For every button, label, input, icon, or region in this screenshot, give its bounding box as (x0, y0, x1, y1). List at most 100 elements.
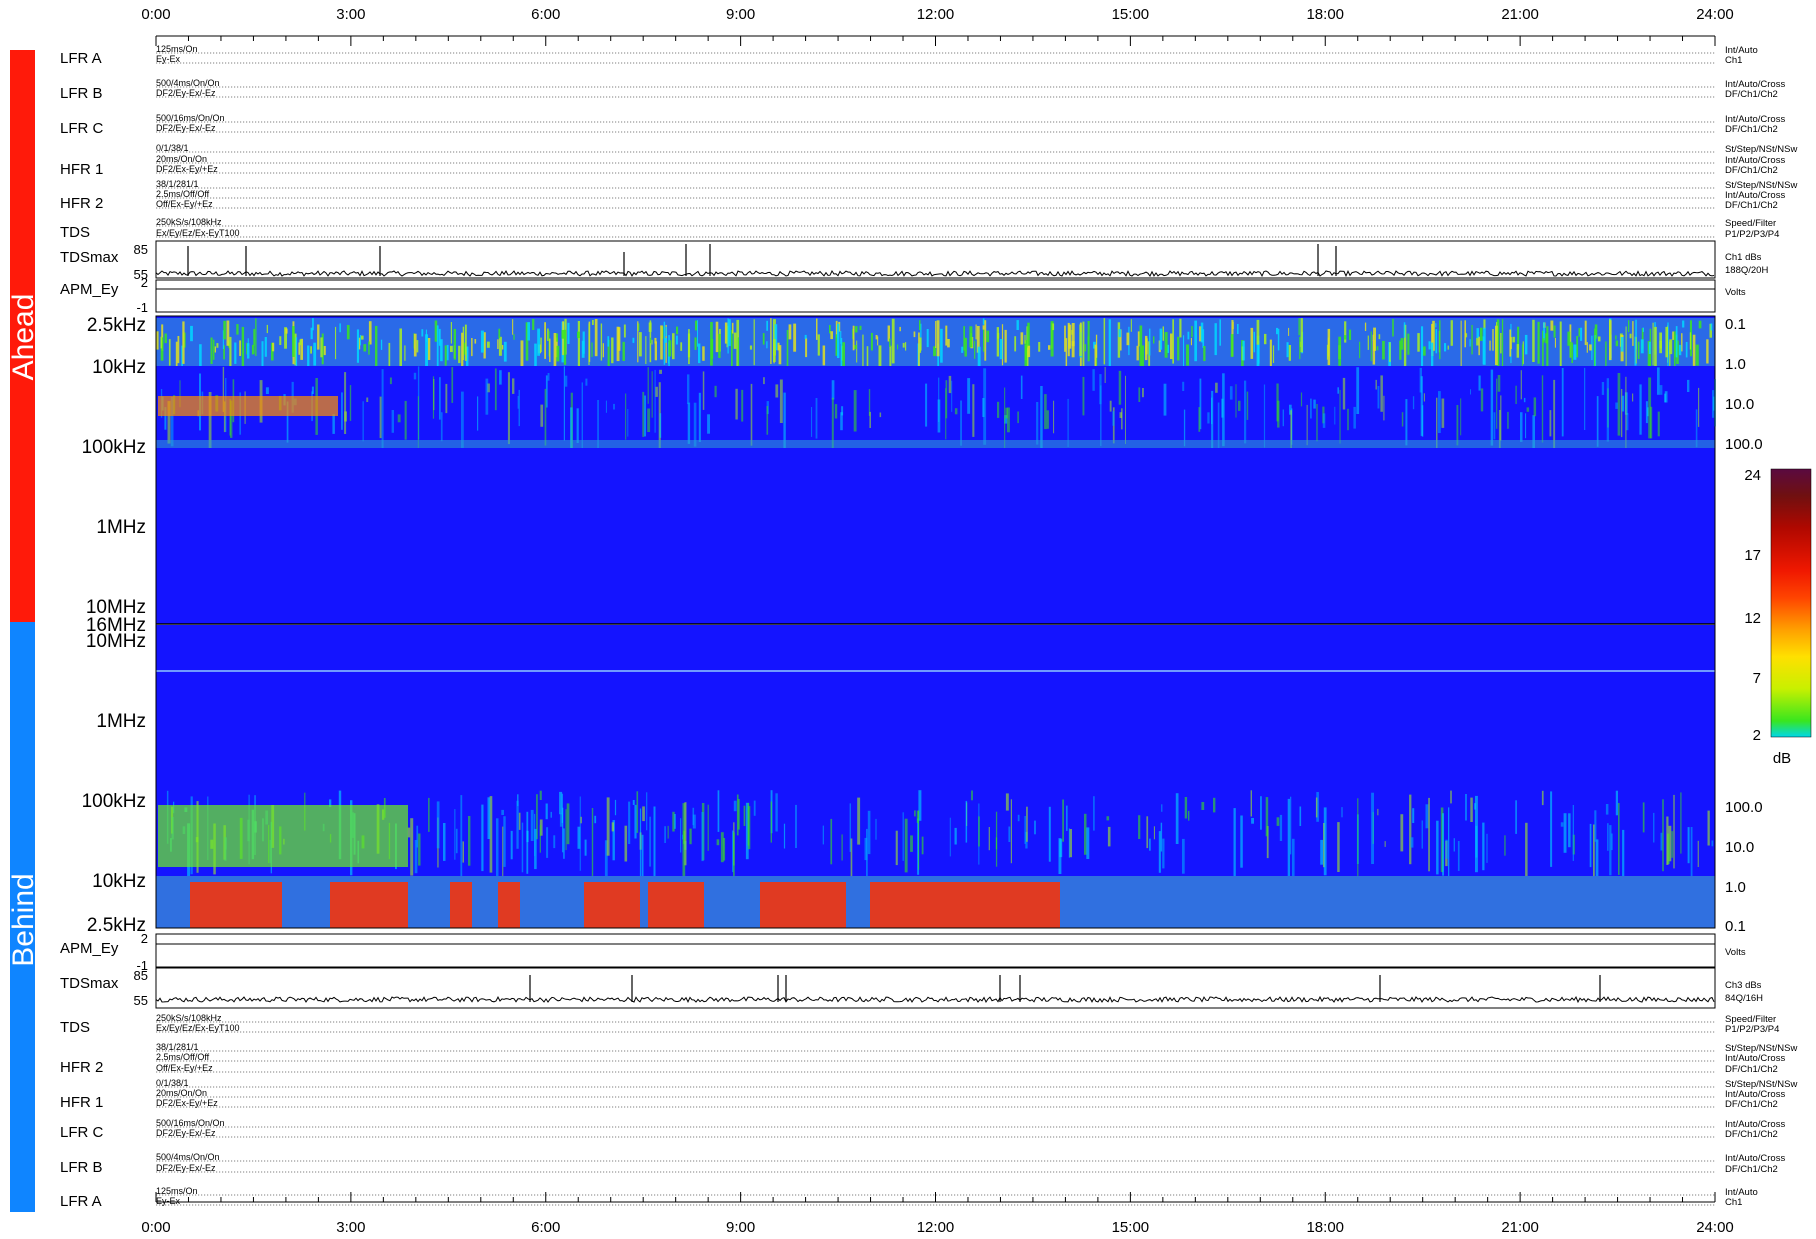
spectrogram-ahead-streak (1480, 388, 1484, 412)
spectrogram-ahead-streak (1637, 341, 1640, 359)
spectrogram-ahead-streak (512, 319, 514, 335)
spectrogram-behind-streak (743, 805, 746, 826)
spectrogram-ahead-streak (1108, 319, 1111, 366)
spectrogram-ahead-streak (1300, 392, 1303, 407)
spectrogram-ahead-streak (577, 331, 580, 339)
spectrogram-ahead-streak (870, 332, 873, 351)
spectrogram-behind-streak (1265, 797, 1269, 837)
spectrogram-behind-streak (1425, 804, 1429, 829)
spectrogram-ahead-streak (1685, 342, 1688, 358)
bottom-instrument-row-name: LFR B (60, 1159, 103, 1176)
spectrogram-ahead-streak (1103, 318, 1106, 365)
spectrogram-behind-streak (1024, 816, 1026, 844)
spectrogram-ahead-streak (976, 326, 980, 353)
spectrogram-behind-streak (566, 803, 570, 845)
spectrogram-ahead-streak (190, 325, 193, 342)
spectrogram-ahead-streak (1640, 339, 1644, 354)
spectrogram-ahead-streak (247, 338, 249, 346)
top-instrument-row-mode: P1/P2/P3/P4 (1725, 229, 1779, 240)
spectrogram-ahead-streak (859, 325, 862, 330)
spectrogram-ahead-streak (1400, 338, 1404, 350)
spectrogram-behind-streak (653, 806, 656, 876)
spectrogram-behind-streak (1086, 827, 1090, 859)
bottom-instrument-row-mode: Int/Auto/Cross (1725, 1153, 1785, 1164)
spectrogram-ahead-streak (788, 324, 792, 340)
spectrogram-behind-streak (1428, 797, 1430, 872)
bottom-instrument-row-mode: DF/Ch1/Ch2 (1725, 1064, 1778, 1075)
spectrogram-ahead-streak (1027, 322, 1030, 348)
spectrogram-ahead-streak (477, 396, 479, 431)
spectrogram-ahead-streak (1615, 335, 1617, 340)
spectrogram-ahead-streak (1490, 369, 1494, 446)
spectrogram-behind-streak (965, 800, 968, 843)
spectrogram-ahead-streak (1347, 408, 1349, 431)
spectrogram-ahead-streak (413, 372, 417, 380)
spectrogram-ahead-streak (999, 339, 1003, 360)
spectrogram-ahead-streak (613, 403, 615, 410)
spectrogram-ahead-streak (602, 343, 604, 358)
spectrogram-ahead-streak (935, 321, 937, 348)
spectrogram-ahead-streak (1428, 341, 1431, 350)
spectrogram-ahead-streak (986, 330, 990, 343)
spectrogram-ahead-streak (440, 339, 443, 362)
spectrogram-behind-streak (591, 808, 594, 876)
spectrogram-behind-streak (720, 832, 724, 863)
spectrogram-behind-streak (628, 801, 631, 844)
spectrogram-ahead-streak (368, 341, 370, 355)
spectrogram-ahead-streak (1401, 412, 1404, 427)
spectrogram-ahead-streak (1554, 338, 1556, 348)
spectrogram-ahead-streak (1464, 320, 1466, 348)
spectrogram-ahead-streak (1316, 404, 1318, 442)
spectrogram-ahead-streak (156, 331, 159, 350)
bottom-tdsmax-right-1: 84Q/16H (1725, 993, 1763, 1004)
spectrogram-behind-streak (875, 818, 877, 840)
spectrogram-ahead-streak (731, 329, 733, 366)
spectrogram-ahead-streak (1203, 346, 1206, 362)
spectrogram-ahead-streak (1016, 320, 1019, 330)
spectrogram-behind-streak (770, 801, 772, 843)
spectrogram-ahead-streak (534, 343, 537, 366)
spectrogram-ahead-streak (1546, 326, 1549, 366)
spectrogram-ahead-streak (1478, 375, 1481, 391)
top-time-tick-label: 12:00 (917, 6, 955, 23)
bottom-instrument-row-setting: Ex/Ey/Ez/Ex-EyT100 (156, 1023, 240, 1033)
bottom-instrument-row-mode: Int/Auto (1725, 1187, 1758, 1198)
spectrogram-behind-streak (674, 814, 676, 829)
spectrogram-behind-streak (428, 797, 430, 832)
spectrogram-ahead-streak (1500, 395, 1502, 441)
bottom-instrument-row-mode: DF/Ch1/Ch2 (1725, 1164, 1778, 1175)
spectrogram-ahead-streak (499, 370, 502, 385)
spectrogram-ahead-streak (889, 338, 891, 347)
spectrogram-ahead-background (156, 316, 1715, 624)
spectrogram-ahead-streak (975, 324, 977, 340)
spectrogram-ahead-streak (763, 377, 765, 385)
spectrogram-behind-streak (918, 790, 922, 821)
spectrogram-ahead-streak (565, 375, 568, 387)
spectrogram-ahead-streak (1087, 321, 1090, 362)
spectrogram-ahead-streak (1609, 319, 1611, 349)
spectrogram-ahead-streak (1199, 326, 1202, 342)
top-instrument-row-mode: Int/Auto/Cross (1725, 155, 1785, 166)
spectrogram-ahead-streak (563, 366, 565, 441)
spectrogram-ahead-streak (645, 336, 647, 364)
colorbar-tick-2: 2 (1753, 727, 1761, 744)
spectrogram-ahead-streak (532, 319, 535, 330)
spectrogram-behind-streak (1668, 825, 1672, 862)
spectrogram-ahead-streak (222, 330, 224, 349)
spectrogram-ahead-streak (961, 346, 964, 353)
spectrogram-behind-hot-band (648, 882, 704, 928)
spectrogram-ahead-streak (271, 342, 274, 361)
spectrogram-behind-streak (1673, 794, 1675, 869)
spectrogram-behind-streak (830, 818, 833, 865)
spectrogram-ahead-streak (866, 346, 869, 366)
spectrogram-behind-streak (1525, 822, 1528, 876)
spectrogram-ahead-streak (525, 322, 529, 361)
spectrogram-behind-streak (496, 818, 499, 876)
spectrogram-ahead-streak (1356, 367, 1360, 414)
spectrogram-ahead-streak (1313, 399, 1316, 409)
spectrogram-ahead-streak (877, 336, 879, 346)
bottom-instrument-row-mode: P1/P2/P3/P4 (1725, 1024, 1779, 1035)
top-instrument-row-setting: Ey-Ex (156, 54, 181, 64)
spectrogram-ahead-streak (1496, 378, 1498, 429)
